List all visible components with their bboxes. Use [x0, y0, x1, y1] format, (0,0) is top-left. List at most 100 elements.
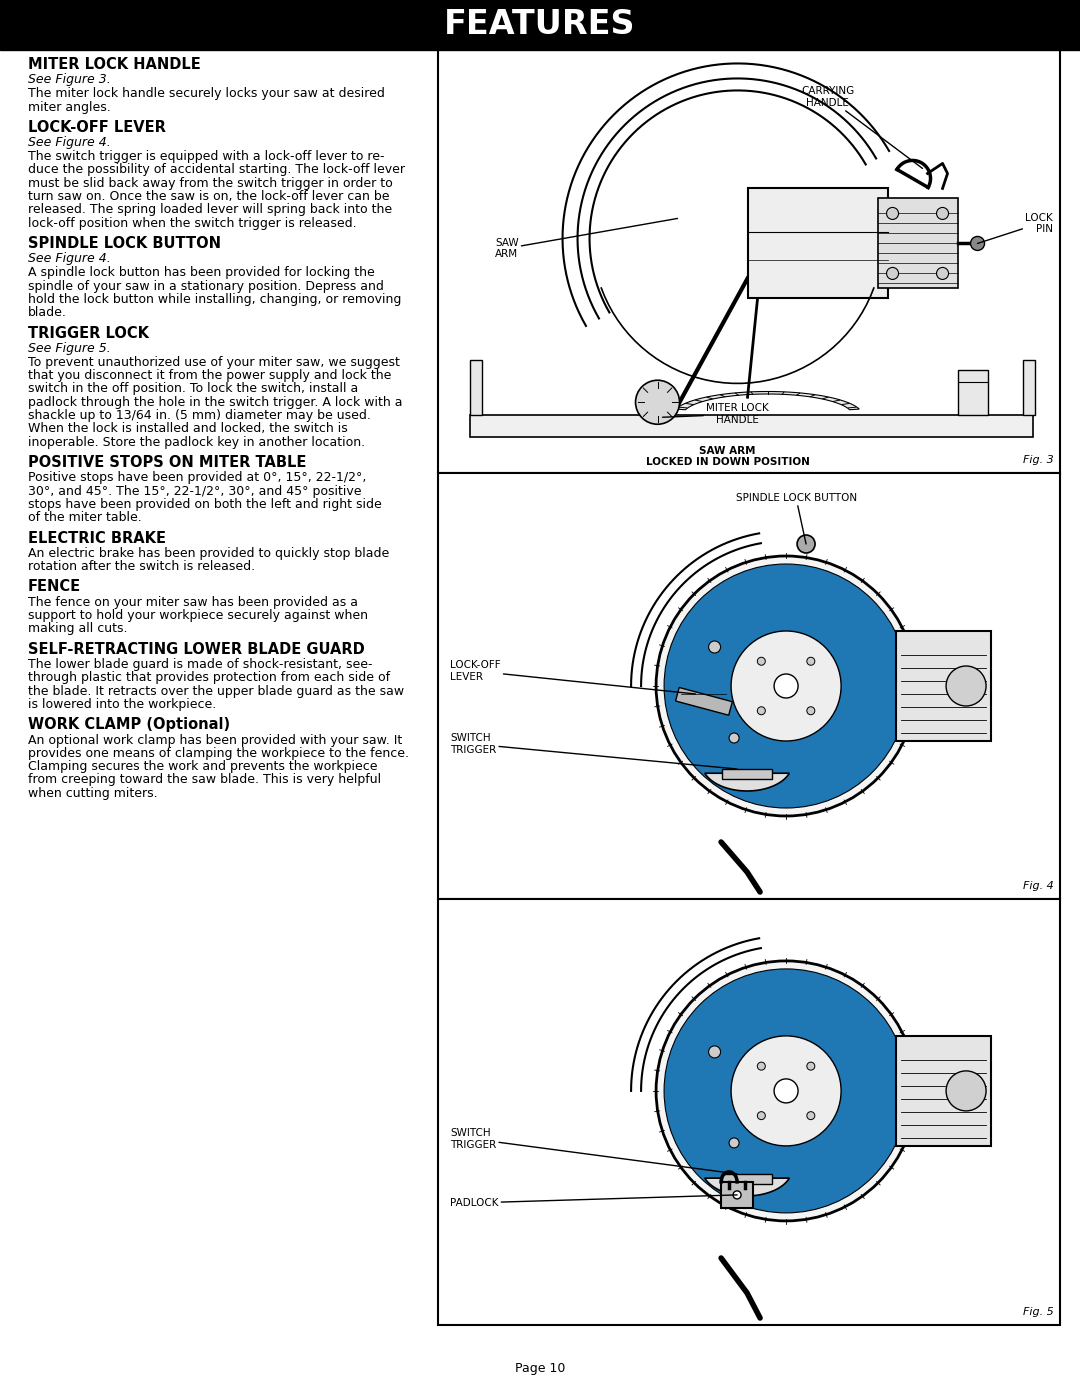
Circle shape: [708, 1046, 720, 1058]
Text: 30°, and 45°. The 15°, 22-1/2°, 30°, and 45° positive: 30°, and 45°. The 15°, 22-1/2°, 30°, and…: [28, 485, 362, 497]
Text: POSITIVE STOPS ON MITER TABLE: POSITIVE STOPS ON MITER TABLE: [28, 455, 307, 469]
Text: of the miter table.: of the miter table.: [28, 511, 141, 524]
Text: SELF-RETRACTING LOWER BLADE GUARD: SELF-RETRACTING LOWER BLADE GUARD: [28, 641, 365, 657]
Circle shape: [635, 380, 679, 425]
Circle shape: [936, 207, 948, 219]
Circle shape: [971, 236, 985, 250]
Text: must be slid back away from the switch trigger in order to: must be slid back away from the switch t…: [28, 177, 393, 190]
Text: A spindle lock button has been provided for locking the: A spindle lock button has been provided …: [28, 267, 375, 279]
Text: duce the possibility of accidental starting. The lock-off lever: duce the possibility of accidental start…: [28, 163, 405, 176]
Text: When the lock is installed and locked, the switch is: When the lock is installed and locked, t…: [28, 422, 348, 436]
Bar: [721, 1182, 753, 1208]
Bar: [470, 360, 482, 415]
Polygon shape: [705, 1178, 789, 1196]
FancyBboxPatch shape: [438, 474, 1059, 900]
Text: See Figure 4.: See Figure 4.: [28, 136, 111, 149]
FancyBboxPatch shape: [438, 47, 1059, 474]
Polygon shape: [705, 773, 789, 791]
Text: SWITCH
TRIGGER: SWITCH TRIGGER: [450, 733, 737, 768]
Circle shape: [733, 1190, 741, 1199]
Text: WORK CLAMP (Optional): WORK CLAMP (Optional): [28, 717, 230, 732]
Text: switch in the off position. To lock the switch, install a: switch in the off position. To lock the …: [28, 383, 359, 395]
Text: See Figure 5.: See Figure 5.: [28, 342, 111, 355]
Text: stops have been provided on both the left and right side: stops have been provided on both the lef…: [28, 497, 381, 511]
Text: turn saw on. Once the saw is on, the lock-off lever can be: turn saw on. Once the saw is on, the loc…: [28, 190, 390, 203]
Text: The fence on your miter saw has been provided as a: The fence on your miter saw has been pro…: [28, 595, 357, 609]
Circle shape: [807, 1112, 814, 1119]
Text: MITER LOCK HANDLE: MITER LOCK HANDLE: [28, 57, 201, 73]
Bar: [1023, 360, 1035, 415]
Text: Fig. 4: Fig. 4: [1023, 882, 1054, 891]
Text: when cutting miters.: when cutting miters.: [28, 787, 158, 800]
Circle shape: [656, 961, 916, 1221]
Text: The switch trigger is equipped with a lock-off lever to re-: The switch trigger is equipped with a lo…: [28, 149, 384, 163]
Text: MITER LOCK
HANDLE: MITER LOCK HANDLE: [662, 404, 769, 425]
Text: SAW ARM
LOCKED IN DOWN POSITION: SAW ARM LOCKED IN DOWN POSITION: [646, 446, 810, 467]
Circle shape: [664, 970, 908, 1213]
Text: FEATURES: FEATURES: [444, 8, 636, 42]
Bar: [0, 0, 1080, 50]
Circle shape: [729, 733, 739, 743]
Text: miter angles.: miter angles.: [28, 101, 111, 113]
Text: Clamping secures the work and prevents the workpiece: Clamping secures the work and prevents t…: [28, 760, 378, 773]
Text: FENCE: FENCE: [28, 580, 81, 595]
Text: SPINDLE LOCK BUTTON: SPINDLE LOCK BUTTON: [28, 236, 221, 251]
Text: Page 10: Page 10: [515, 1362, 565, 1375]
Text: is lowered into the workpiece.: is lowered into the workpiece.: [28, 698, 216, 711]
Circle shape: [807, 707, 814, 715]
Text: See Figure 4.: See Figure 4.: [28, 253, 111, 265]
Bar: [723, 768, 772, 780]
Circle shape: [797, 535, 815, 553]
Text: released. The spring loaded lever will spring back into the: released. The spring loaded lever will s…: [28, 204, 392, 217]
Text: hold the lock button while installing, changing, or removing: hold the lock button while installing, c…: [28, 293, 402, 306]
Circle shape: [708, 641, 720, 652]
Text: LOCK-OFF LEVER: LOCK-OFF LEVER: [28, 120, 166, 136]
Circle shape: [731, 631, 841, 740]
Text: blade.: blade.: [28, 306, 67, 319]
Text: the blade. It retracts over the upper blade guard as the saw: the blade. It retracts over the upper bl…: [28, 685, 404, 697]
Text: SAW
ARM: SAW ARM: [495, 218, 677, 260]
Text: PADLOCK: PADLOCK: [450, 1194, 737, 1208]
Text: SWITCH
TRIGGER: SWITCH TRIGGER: [450, 1129, 737, 1173]
Text: Fig. 3: Fig. 3: [1023, 455, 1054, 465]
Circle shape: [946, 666, 986, 705]
Text: An optional work clamp has been provided with your saw. It: An optional work clamp has been provided…: [28, 733, 402, 746]
Circle shape: [757, 707, 766, 715]
Circle shape: [757, 1062, 766, 1070]
Bar: [878, 198, 958, 288]
Text: See Figure 3.: See Figure 3.: [28, 73, 111, 87]
Text: from creeping toward the saw blade. This is very helpful: from creeping toward the saw blade. This…: [28, 774, 381, 787]
Text: spindle of your saw in a stationary position. Depress and: spindle of your saw in a stationary posi…: [28, 279, 383, 292]
Text: An electric brake has been provided to quickly stop blade: An electric brake has been provided to q…: [28, 546, 389, 560]
Circle shape: [656, 556, 916, 816]
Text: support to hold your workpiece securely against when: support to hold your workpiece securely …: [28, 609, 368, 622]
Text: The miter lock handle securely locks your saw at desired: The miter lock handle securely locks you…: [28, 87, 384, 101]
Circle shape: [757, 1112, 766, 1119]
Circle shape: [936, 267, 948, 279]
Circle shape: [774, 1078, 798, 1102]
Circle shape: [887, 207, 899, 219]
Text: padlock through the hole in the switch trigger. A lock with a: padlock through the hole in the switch t…: [28, 395, 403, 409]
Text: shackle up to 13/64 in. (5 mm) diameter may be used.: shackle up to 13/64 in. (5 mm) diameter …: [28, 409, 370, 422]
Bar: [896, 631, 991, 740]
Bar: [470, 415, 1032, 437]
Circle shape: [757, 657, 766, 665]
Circle shape: [946, 1071, 986, 1111]
Bar: [747, 189, 888, 299]
Bar: [896, 1037, 991, 1146]
Text: Positive stops have been provided at 0°, 15°, 22-1/2°,: Positive stops have been provided at 0°,…: [28, 471, 366, 485]
Text: Fig. 5: Fig. 5: [1023, 1308, 1054, 1317]
Text: making all cuts.: making all cuts.: [28, 623, 127, 636]
Text: LOCK-OFF
LEVER: LOCK-OFF LEVER: [450, 661, 696, 694]
Text: LOCK
PIN: LOCK PIN: [977, 212, 1053, 243]
Circle shape: [774, 673, 798, 698]
Circle shape: [731, 1037, 841, 1146]
Bar: [723, 1173, 772, 1183]
Text: CARRYING
HANDLE: CARRYING HANDLE: [801, 87, 922, 169]
Text: through plastic that provides protection from each side of: through plastic that provides protection…: [28, 672, 390, 685]
Circle shape: [807, 1062, 814, 1070]
Text: The lower blade guard is made of shock-resistant, see-: The lower blade guard is made of shock-r…: [28, 658, 373, 671]
Text: lock-off position when the switch trigger is released.: lock-off position when the switch trigge…: [28, 217, 356, 229]
FancyBboxPatch shape: [438, 900, 1059, 1324]
Circle shape: [887, 267, 899, 279]
